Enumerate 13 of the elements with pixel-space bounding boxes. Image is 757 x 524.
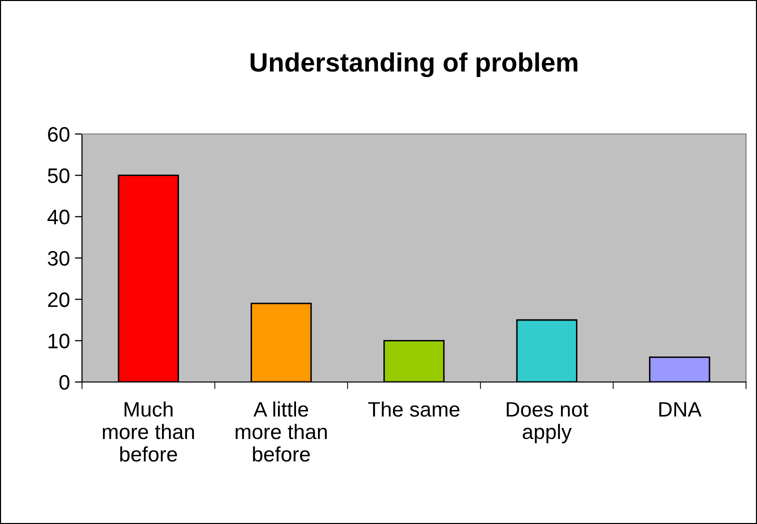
x-tick-label: A little more than before — [236, 401, 327, 462]
x-tick-label: Does not apply — [506, 402, 588, 444]
y-tick-label: 40 — [48, 210, 70, 224]
y-tick-label: 20 — [48, 292, 70, 308]
x-tick-label: DNA — [659, 402, 702, 417]
y-tick-label: 30 — [48, 251, 70, 266]
x-tick-label: Much more than before — [102, 401, 194, 462]
y-tick-label: 60 — [48, 127, 70, 142]
y-tick-label: 50 — [48, 168, 70, 184]
y-tick-label: 0 — [59, 375, 70, 390]
y-tick-label: 10 — [48, 334, 70, 348]
chart-title: Understanding of problem — [250, 52, 578, 78]
x-tick-label: The same — [368, 401, 460, 417]
